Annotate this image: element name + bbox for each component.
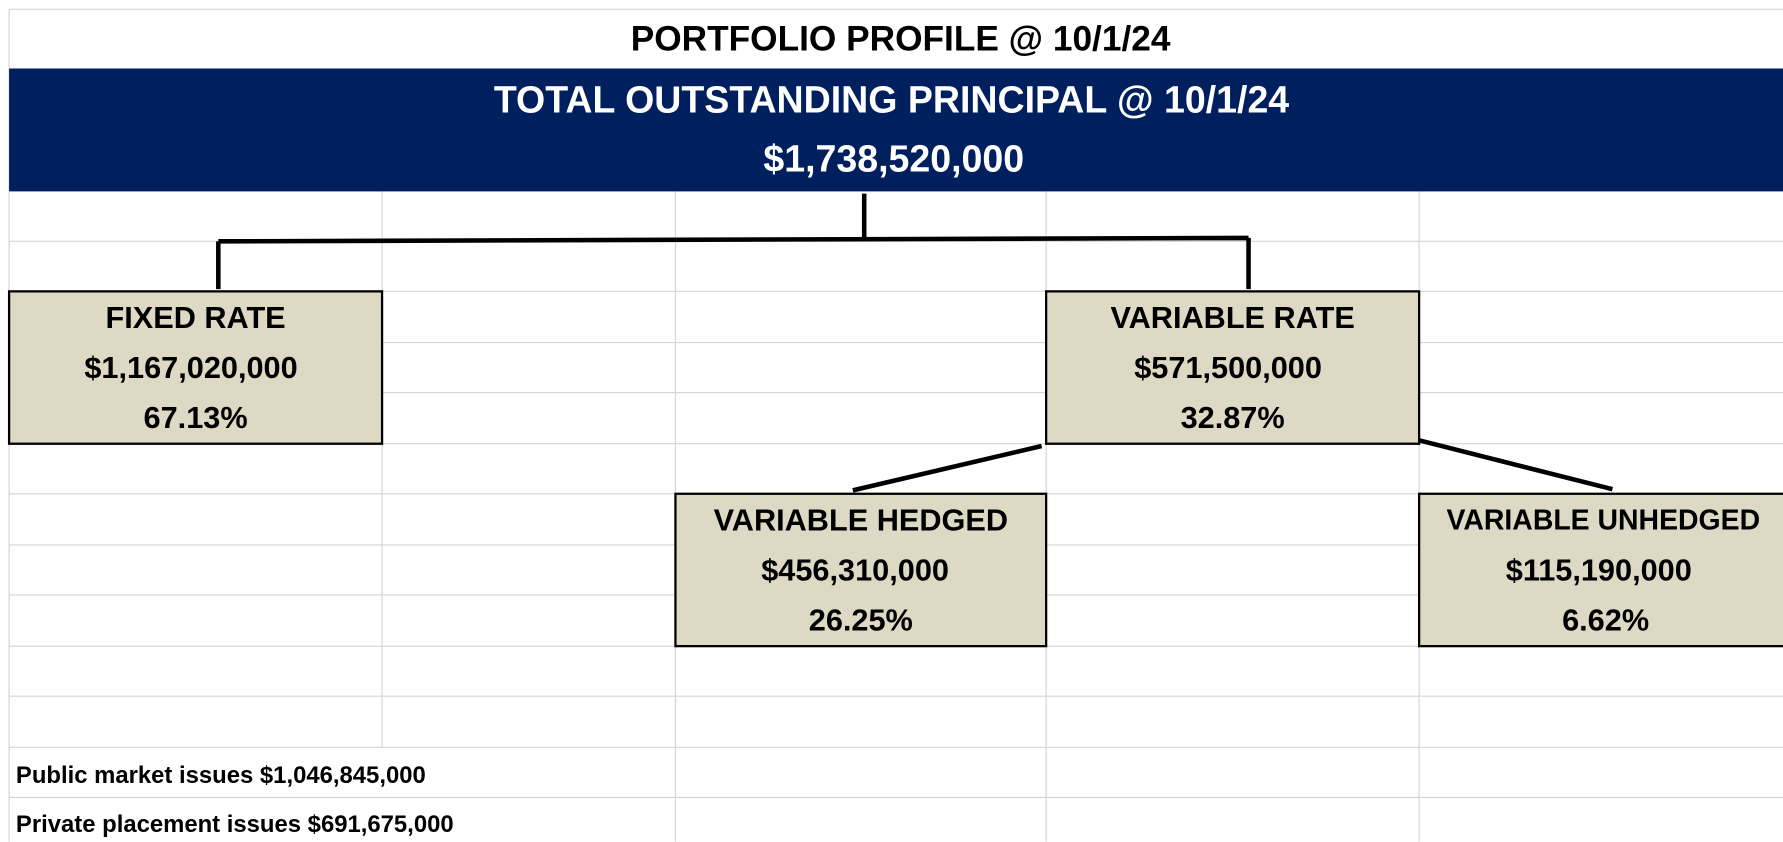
header-band [9,68,1783,192]
node-box [1417,492,1783,648]
node-label: VARIABLE HEDGED [714,502,1008,537]
connector [1418,438,1613,492]
node-label: VARIABLE UNHEDGED [1447,505,1761,537]
title: PORTFOLIO PROFILE @ 10/1/24 [631,20,1171,59]
node-percent: 6.62% [1562,602,1649,637]
node-amount: $115,190,000 [1506,552,1692,587]
node-label: VARIABLE RATE [1110,300,1354,335]
header-title: TOTAL OUTSTANDING PRINCIPAL @ 10/1/24 [494,79,1289,121]
node-amount: $1,167,020,000 [84,350,297,385]
node-box [7,290,384,445]
note: Public market issues $1,046,845,000 [16,762,426,789]
note: Private placement issues $691,675,000 [16,811,454,838]
node-amount: $571,500,000 [1134,350,1322,385]
connector [852,443,1043,493]
node-box [1045,290,1421,445]
node-label: FIXED RATE [106,300,286,335]
node-percent: 26.25% [809,602,913,637]
node-percent: 67.13% [144,400,248,435]
connector [216,193,1251,290]
node-amount: $456,310,000 [761,552,949,587]
node-box [674,492,1048,648]
header-total: $1,738,520,000 [763,138,1024,180]
node-percent: 32.87% [1181,400,1285,435]
